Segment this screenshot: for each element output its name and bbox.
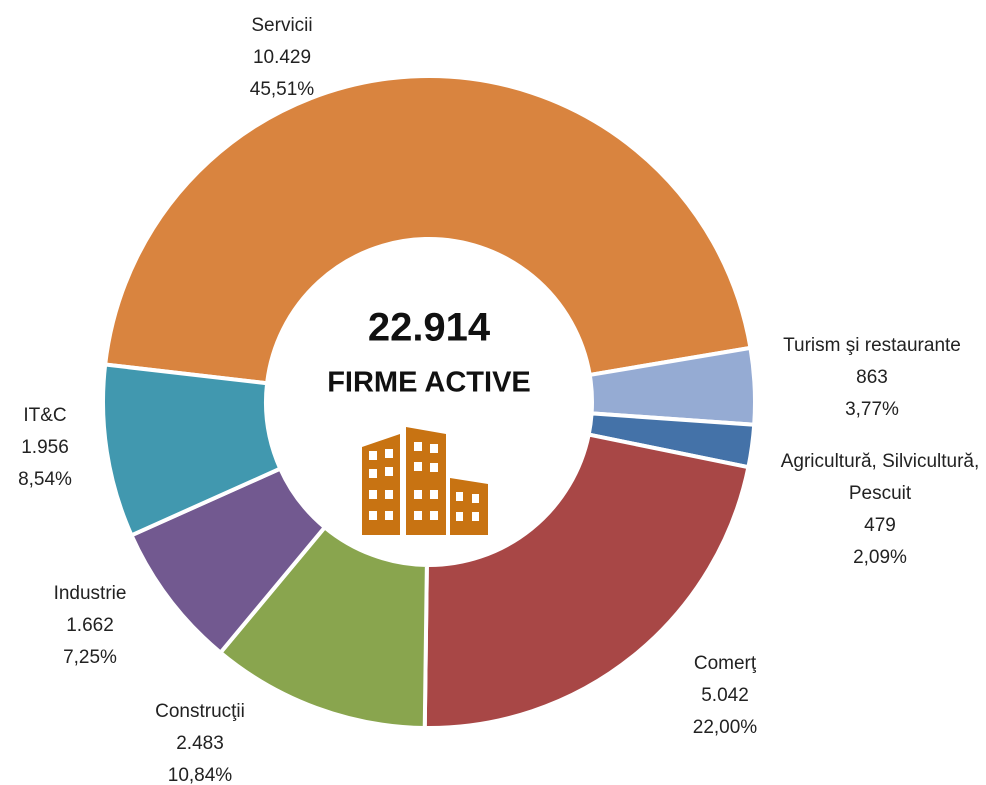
label-percent: 2,09%: [853, 547, 907, 568]
label-value: 5.042: [701, 685, 749, 706]
center-total: 22.914: [368, 306, 491, 350]
label-value: 1.662: [66, 615, 114, 636]
label-percent: 3,77%: [845, 399, 899, 420]
slice: [102, 74, 753, 386]
slice-label: Agricultură, Silvicultură, Pescuit 479 2,0…: [770, 446, 986, 574]
label-percent: 22,00%: [692, 717, 758, 738]
slice-label: Servicii 10.429 45,51%: [212, 10, 352, 106]
slice-label: Comerţ 5.042 22,00%: [655, 648, 795, 744]
label-name: Agricultură, Silvicultură, Pescuit: [780, 451, 980, 504]
label-name: Comerţ: [693, 653, 757, 674]
label-percent: 45,51%: [249, 79, 315, 100]
slice: [101, 362, 283, 538]
building-icon: [362, 427, 488, 535]
label-value: 10.429: [252, 47, 312, 68]
label-value: 863: [856, 367, 888, 388]
label-value: 1.956: [21, 437, 69, 458]
label-percent: 10,84%: [167, 765, 233, 785]
label-value: 2.483: [176, 733, 224, 754]
label-percent: 8,54%: [18, 469, 72, 490]
label-name: Servicii: [251, 15, 313, 36]
slice-label: IT&C 1.956 8,54%: [0, 400, 95, 496]
label-value: 479: [864, 515, 896, 536]
slice: [422, 432, 751, 730]
label-name: Construcţii: [155, 701, 245, 722]
label-name: IT&C: [23, 405, 67, 426]
slice-label: Industrie 1.662 7,25%: [20, 578, 160, 674]
slice-label: Turism şi restaurante 863 3,77%: [752, 330, 986, 426]
label-name: Industrie: [53, 583, 127, 604]
slice-label: Construcţii 2.483 10,84%: [120, 696, 280, 785]
center-text: FIRME ACTIVE: [327, 367, 531, 399]
label-percent: 7,25%: [63, 647, 117, 668]
label-name: Turism şi restaurante: [783, 335, 961, 356]
